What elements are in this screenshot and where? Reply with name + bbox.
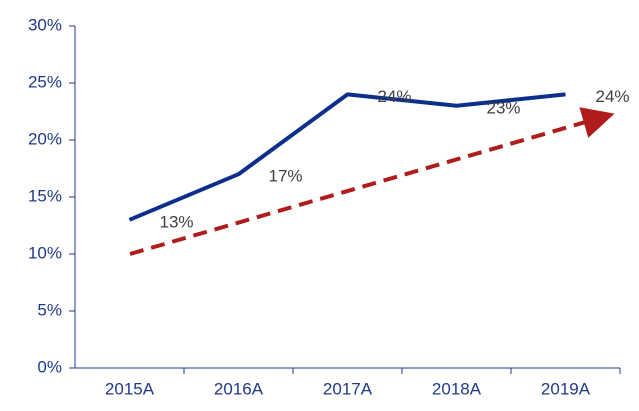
x-tick-label: 2018A (432, 379, 482, 398)
data-label: 17% (268, 167, 302, 186)
x-tick-label: 2019A (541, 379, 591, 398)
trend-arrow (129, 107, 615, 256)
x-tick-label: 2017A (323, 379, 373, 398)
y-tick-label: 0% (37, 357, 62, 376)
data-label: 13% (159, 212, 193, 231)
y-tick-label: 5% (37, 300, 62, 319)
data-label: 24% (595, 87, 629, 106)
y-tick-label: 30% (28, 15, 62, 34)
y-tick-label: 10% (28, 243, 62, 262)
data-label: 23% (486, 98, 520, 117)
data-label: 24% (377, 87, 411, 106)
y-tick-label: 20% (28, 129, 62, 148)
y-tick-label: 25% (28, 72, 62, 91)
x-tick-label: 2015A (105, 379, 155, 398)
y-tick-label: 15% (28, 186, 62, 205)
x-tick-label: 2016A (214, 379, 264, 398)
line (128, 92, 566, 222)
